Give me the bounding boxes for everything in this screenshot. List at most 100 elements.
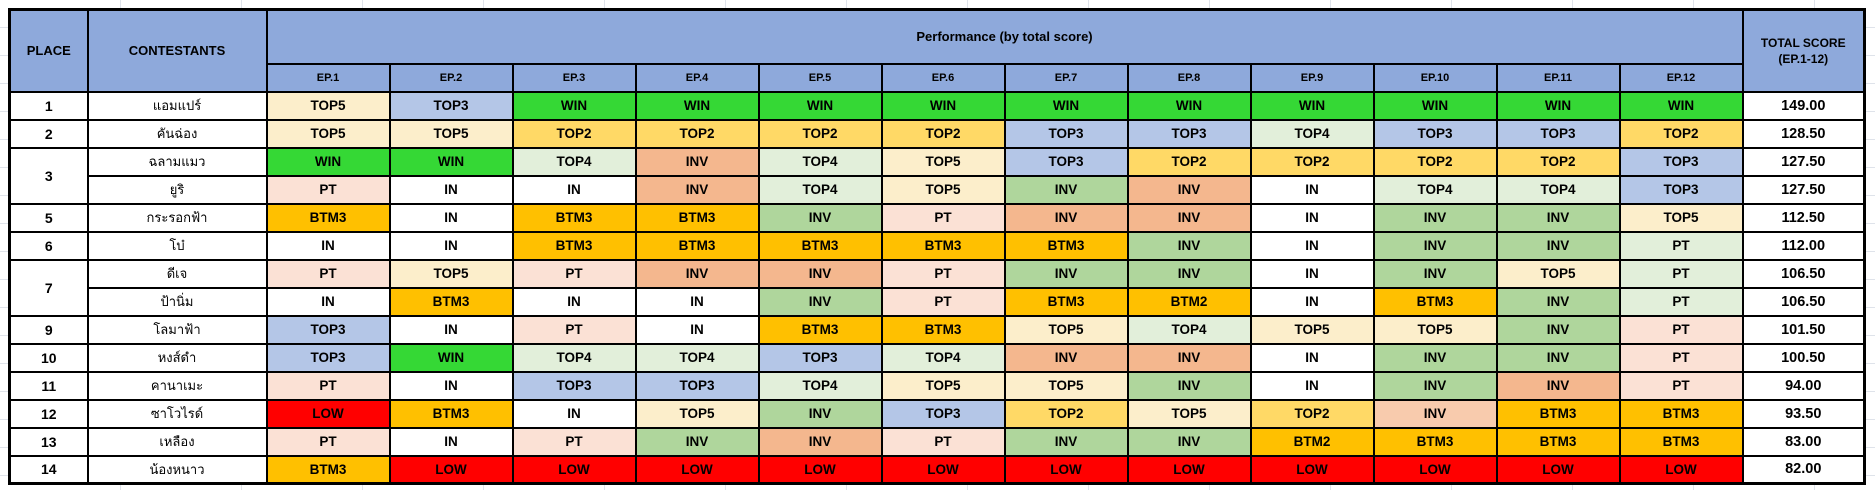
- episode-header-12[interactable]: EP.12: [1618, 62, 1744, 93]
- episode-header-7[interactable]: EP.7: [1003, 62, 1129, 93]
- result-cell-ep9[interactable]: IN: [1249, 202, 1375, 233]
- result-cell-ep12[interactable]: BTM3: [1618, 398, 1744, 429]
- total-score-cell[interactable]: 94.00: [1741, 370, 1866, 401]
- place-cell[interactable]: 3: [8, 146, 89, 205]
- result-cell-ep9[interactable]: IN: [1249, 230, 1375, 261]
- episode-header-6[interactable]: EP.6: [880, 62, 1006, 93]
- result-cell-ep4[interactable]: TOP4: [634, 342, 760, 373]
- result-cell-ep8[interactable]: BTM2: [1126, 286, 1252, 317]
- result-cell-ep10[interactable]: WIN: [1372, 90, 1498, 121]
- contestants-column-header[interactable]: CONTESTANTS: [86, 8, 268, 93]
- result-cell-ep10[interactable]: TOP3: [1372, 118, 1498, 149]
- result-cell-ep6[interactable]: TOP5: [880, 174, 1006, 205]
- result-cell-ep1[interactable]: TOP5: [265, 90, 391, 121]
- contestant-name[interactable]: คานาเมะ: [86, 370, 268, 401]
- result-cell-ep2[interactable]: WIN: [388, 342, 514, 373]
- result-cell-ep1[interactable]: PT: [265, 426, 391, 457]
- place-cell[interactable]: 11: [8, 370, 89, 401]
- result-cell-ep12[interactable]: PT: [1618, 342, 1744, 373]
- contestant-name[interactable]: ซาโวไรด์: [86, 398, 268, 429]
- episode-header-5[interactable]: EP.5: [757, 62, 883, 93]
- result-cell-ep10[interactable]: TOP5: [1372, 314, 1498, 345]
- result-cell-ep11[interactable]: INV: [1495, 314, 1621, 345]
- result-cell-ep11[interactable]: BTM3: [1495, 426, 1621, 457]
- result-cell-ep1[interactable]: TOP5: [265, 118, 391, 149]
- result-cell-ep3[interactable]: IN: [511, 398, 637, 429]
- result-cell-ep1[interactable]: BTM3: [265, 454, 391, 485]
- result-cell-ep9[interactable]: IN: [1249, 370, 1375, 401]
- result-cell-ep7[interactable]: TOP2: [1003, 398, 1129, 429]
- result-cell-ep4[interactable]: LOW: [634, 454, 760, 485]
- place-cell[interactable]: 13: [8, 426, 89, 457]
- result-cell-ep7[interactable]: LOW: [1003, 454, 1129, 485]
- result-cell-ep2[interactable]: IN: [388, 202, 514, 233]
- contestant-name[interactable]: ฉลามแมว: [86, 146, 268, 177]
- result-cell-ep12[interactable]: LOW: [1618, 454, 1744, 485]
- result-cell-ep7[interactable]: INV: [1003, 426, 1129, 457]
- result-cell-ep7[interactable]: INV: [1003, 258, 1129, 289]
- total-score-cell[interactable]: 127.50: [1741, 174, 1866, 205]
- result-cell-ep6[interactable]: TOP5: [880, 146, 1006, 177]
- result-cell-ep4[interactable]: BTM3: [634, 230, 760, 261]
- result-cell-ep6[interactable]: TOP2: [880, 118, 1006, 149]
- result-cell-ep1[interactable]: LOW: [265, 398, 391, 429]
- result-cell-ep10[interactable]: INV: [1372, 202, 1498, 233]
- result-cell-ep3[interactable]: TOP3: [511, 370, 637, 401]
- result-cell-ep1[interactable]: IN: [265, 286, 391, 317]
- result-cell-ep9[interactable]: TOP4: [1249, 118, 1375, 149]
- episode-header-4[interactable]: EP.4: [634, 62, 760, 93]
- contestant-name[interactable]: น้องหนาว: [86, 454, 268, 485]
- result-cell-ep7[interactable]: WIN: [1003, 90, 1129, 121]
- result-cell-ep6[interactable]: TOP5: [880, 370, 1006, 401]
- result-cell-ep7[interactable]: INV: [1003, 174, 1129, 205]
- result-cell-ep1[interactable]: PT: [265, 258, 391, 289]
- result-cell-ep1[interactable]: WIN: [265, 146, 391, 177]
- result-cell-ep5[interactable]: INV: [757, 286, 883, 317]
- result-cell-ep9[interactable]: BTM2: [1249, 426, 1375, 457]
- result-cell-ep7[interactable]: TOP3: [1003, 118, 1129, 149]
- result-cell-ep11[interactable]: TOP5: [1495, 258, 1621, 289]
- total-score-cell[interactable]: 128.50: [1741, 118, 1866, 149]
- result-cell-ep5[interactable]: INV: [757, 202, 883, 233]
- result-cell-ep5[interactable]: INV: [757, 398, 883, 429]
- result-cell-ep3[interactable]: PT: [511, 314, 637, 345]
- result-cell-ep3[interactable]: IN: [511, 286, 637, 317]
- result-cell-ep10[interactable]: INV: [1372, 370, 1498, 401]
- place-column-header[interactable]: PLACE: [8, 8, 89, 93]
- total-score-column-header[interactable]: TOTAL SCORE (EP.1-12): [1741, 8, 1866, 93]
- result-cell-ep12[interactable]: TOP5: [1618, 202, 1744, 233]
- total-score-cell[interactable]: 82.00: [1741, 454, 1866, 485]
- result-cell-ep4[interactable]: WIN: [634, 90, 760, 121]
- result-cell-ep10[interactable]: INV: [1372, 342, 1498, 373]
- result-cell-ep1[interactable]: TOP3: [265, 314, 391, 345]
- episode-header-9[interactable]: EP.9: [1249, 62, 1375, 93]
- episode-header-1[interactable]: EP.1: [265, 62, 391, 93]
- result-cell-ep12[interactable]: TOP3: [1618, 174, 1744, 205]
- result-cell-ep9[interactable]: IN: [1249, 174, 1375, 205]
- result-cell-ep8[interactable]: WIN: [1126, 90, 1252, 121]
- result-cell-ep12[interactable]: BTM3: [1618, 426, 1744, 457]
- result-cell-ep9[interactable]: TOP2: [1249, 398, 1375, 429]
- result-cell-ep11[interactable]: TOP4: [1495, 174, 1621, 205]
- result-cell-ep6[interactable]: TOP3: [880, 398, 1006, 429]
- result-cell-ep11[interactable]: TOP3: [1495, 118, 1621, 149]
- result-cell-ep6[interactable]: TOP4: [880, 342, 1006, 373]
- result-cell-ep11[interactable]: INV: [1495, 286, 1621, 317]
- result-cell-ep5[interactable]: LOW: [757, 454, 883, 485]
- result-cell-ep6[interactable]: LOW: [880, 454, 1006, 485]
- result-cell-ep12[interactable]: PT: [1618, 314, 1744, 345]
- result-cell-ep2[interactable]: IN: [388, 370, 514, 401]
- result-cell-ep10[interactable]: TOP2: [1372, 146, 1498, 177]
- contestant-name[interactable]: ป้านิ่ม: [86, 286, 268, 317]
- result-cell-ep3[interactable]: TOP4: [511, 342, 637, 373]
- result-cell-ep4[interactable]: TOP3: [634, 370, 760, 401]
- contestant-name[interactable]: เหลือง: [86, 426, 268, 457]
- contestant-name[interactable]: ดีเจ: [86, 258, 268, 289]
- place-cell[interactable]: 6: [8, 230, 89, 261]
- contestant-name[interactable]: กระรอกฟ้า: [86, 202, 268, 233]
- total-score-cell[interactable]: 106.50: [1741, 286, 1866, 317]
- result-cell-ep2[interactable]: IN: [388, 426, 514, 457]
- place-cell[interactable]: 5: [8, 202, 89, 233]
- result-cell-ep8[interactable]: TOP5: [1126, 398, 1252, 429]
- total-score-cell[interactable]: 100.50: [1741, 342, 1866, 373]
